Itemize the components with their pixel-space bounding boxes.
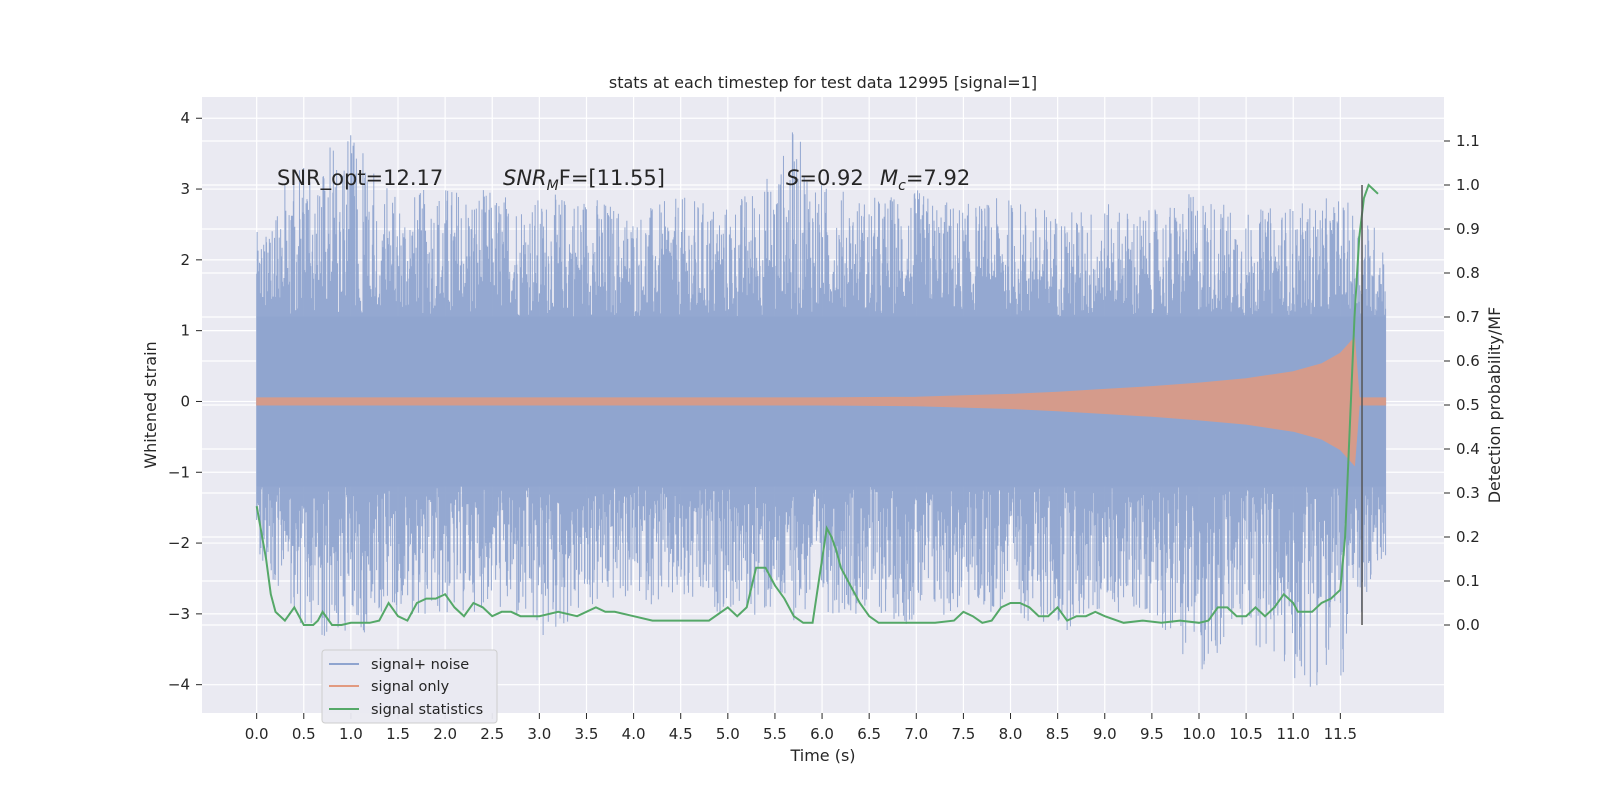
y-left-tick-label-2: −2: [168, 534, 190, 552]
y-right-tick-label-0: 0.0: [1456, 616, 1480, 634]
y-left-tick-label-1: −3: [168, 605, 190, 623]
x-tick-label-12: 6.0: [810, 725, 834, 743]
y-right-tick-label-11: 1.1: [1456, 132, 1480, 150]
x-axis-label: Time (s): [789, 746, 855, 765]
y-right-axis-ticks: 0.0 0.1 0.2 0.3 0.4 0.5 0.6 0.7 0.8 0.9 1.0 1.1: [1444, 132, 1480, 634]
legend-box: [321, 649, 498, 724]
x-tick-label-7: 3.5: [575, 725, 599, 743]
annotation-mc: Mc=7.92: [880, 166, 970, 194]
y-right-tick-label-1: 0.1: [1456, 572, 1480, 590]
legend-label-signal-statistics: signal statistics: [371, 702, 483, 718]
y-left-tick-label-8: 4: [180, 109, 190, 127]
y-right-tick-label-6: 0.6: [1456, 352, 1480, 370]
y-right-tick-label-3: 0.3: [1456, 484, 1480, 502]
x-tick-label-0: 0.0: [245, 725, 269, 743]
legend-label-signal-plus-noise: signal+ noise: [371, 657, 469, 673]
x-tick-label-11: 5.5: [763, 725, 787, 743]
y-right-tick-label-9: 0.9: [1456, 220, 1480, 238]
y-left-tick-label-3: −1: [168, 463, 190, 481]
y-left-tick-label-6: 2: [180, 251, 190, 269]
x-tick-label-1: 0.5: [292, 725, 316, 743]
chart-title: stats at each timestep for test data 129…: [609, 73, 1037, 92]
signal-only-area: [256, 336, 1387, 467]
x-tick-label-23: 11.5: [1324, 725, 1357, 743]
signal-statistics-line: [255, 183, 1379, 626]
x-tick-label-9: 4.5: [669, 725, 693, 743]
y-left-tick-label-7: 3: [180, 180, 190, 198]
series-signal-only: [256, 336, 1387, 467]
series-signal-statistics: [255, 183, 1379, 626]
x-tick-label-4: 2.0: [433, 725, 457, 743]
x-tick-label-6: 3.0: [527, 725, 551, 743]
annotation-snr-mf: SNRMF=[11.55]: [503, 166, 665, 194]
x-tick-label-22: 11.0: [1277, 725, 1310, 743]
x-tick-label-16: 8.0: [999, 725, 1023, 743]
x-tick-label-2: 1.0: [339, 725, 363, 743]
annotation-mc-rest: =7.92: [906, 166, 970, 190]
annotation-snr-mf-rest: F=[11.55]: [559, 166, 665, 190]
y-right-tick-label-10: 1.0: [1456, 176, 1480, 194]
y-right-tick-label-2: 0.2: [1456, 528, 1480, 546]
annotation-snr-mf-sub: M: [547, 178, 559, 194]
annotation-mc-sub: c: [898, 178, 906, 194]
annotation-s-main: S: [786, 166, 799, 190]
x-axis-ticks: 0.0 0.5 1.0 1.5 2.0 2.5 3.0 3.5 4.0 4.5 5.0 5.5 6.0 6…: [245, 713, 1357, 743]
annotation-s-rest: =0.92: [799, 166, 863, 190]
x-tick-label-14: 7.0: [904, 725, 928, 743]
x-tick-label-13: 6.5: [857, 725, 881, 743]
x-tick-label-10: 5.0: [716, 725, 740, 743]
y-left-tick-label-5: 1: [180, 322, 190, 340]
x-tick-label-19: 9.5: [1140, 725, 1164, 743]
y-right-tick-label-8: 0.8: [1456, 264, 1480, 282]
x-tick-label-3: 1.5: [386, 725, 410, 743]
annotation-snr-opt: SNR_opt=12.17: [277, 166, 443, 191]
x-tick-label-15: 7.5: [951, 725, 975, 743]
annotation-s: S=0.92: [786, 166, 864, 190]
x-tick-label-8: 4.0: [622, 725, 646, 743]
y-right-axis-label: Detection probability/MF: [1485, 307, 1504, 504]
annotations: SNR_opt=12.17 SNRMF=[11.55] S=0.92 Mc=7.…: [277, 166, 970, 194]
legend: signal+ noise signal only signal statist…: [321, 649, 498, 724]
x-tick-label-18: 9.0: [1093, 725, 1117, 743]
y-left-axis-ticks: −4 −3 −2 −1 0 1 2 3 4: [168, 109, 202, 694]
x-tick-label-20: 10.0: [1182, 725, 1215, 743]
y-right-tick-label-5: 0.5: [1456, 396, 1480, 414]
x-tick-label-17: 8.5: [1046, 725, 1070, 743]
annotation-mc-main: M: [880, 166, 898, 190]
y-right-tick-label-7: 0.7: [1456, 308, 1480, 326]
y-left-axis-label: Whitened strain: [141, 341, 160, 468]
x-tick-label-21: 10.5: [1229, 725, 1262, 743]
y-left-tick-label-0: −4: [168, 676, 190, 694]
y-right-tick-label-4: 0.4: [1456, 440, 1480, 458]
x-tick-label-5: 2.5: [480, 725, 504, 743]
legend-label-signal-only: signal only: [371, 679, 450, 695]
annotation-snr-mf-main: SNR: [503, 166, 547, 190]
y-left-tick-label-4: 0: [180, 392, 190, 410]
